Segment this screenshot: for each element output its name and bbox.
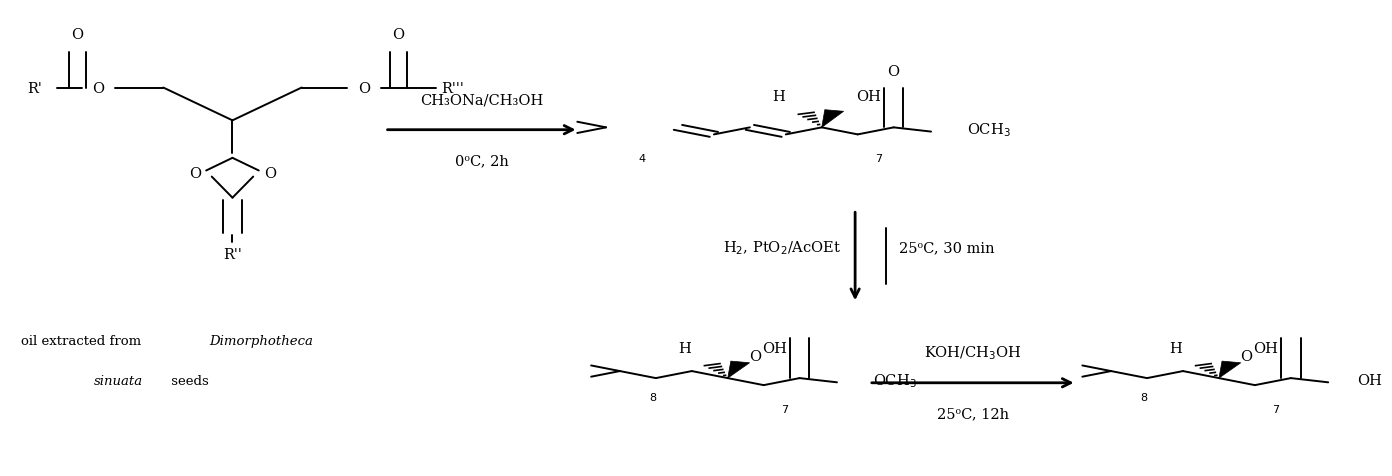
Text: OCH$_3$: OCH$_3$ xyxy=(873,371,917,389)
Polygon shape xyxy=(1219,361,1240,378)
Text: KOH/CH$_3$OH: KOH/CH$_3$OH xyxy=(924,344,1022,361)
Text: 25ᵒC, 12h: 25ᵒC, 12h xyxy=(937,407,1009,420)
Text: 4: 4 xyxy=(639,153,646,163)
Polygon shape xyxy=(728,361,749,378)
Text: O: O xyxy=(189,167,202,180)
Text: R': R' xyxy=(28,81,42,95)
Text: oil extracted from: oil extracted from xyxy=(21,335,145,347)
Text: R''': R''' xyxy=(441,81,465,95)
Text: seeds: seeds xyxy=(167,374,209,387)
Text: H: H xyxy=(678,341,690,355)
Text: Dimorphotheca: Dimorphotheca xyxy=(209,335,313,347)
Text: OH: OH xyxy=(1254,341,1278,355)
Text: O: O xyxy=(1240,349,1251,364)
Text: H: H xyxy=(771,90,785,104)
Text: O: O xyxy=(749,349,761,364)
Text: OH: OH xyxy=(856,90,881,104)
Text: O: O xyxy=(888,65,899,79)
Text: H$_2$, PtO$_2$/AcOEt: H$_2$, PtO$_2$/AcOEt xyxy=(724,238,841,256)
Polygon shape xyxy=(821,110,844,128)
Text: OH: OH xyxy=(763,341,788,355)
Text: O: O xyxy=(71,28,84,41)
Text: 8: 8 xyxy=(650,392,657,402)
Text: OH: OH xyxy=(1357,373,1382,387)
Text: O: O xyxy=(263,167,276,180)
Text: O: O xyxy=(92,81,104,95)
Text: sinuata: sinuata xyxy=(95,374,143,387)
Text: 8: 8 xyxy=(1141,392,1148,402)
Text: R'': R'' xyxy=(223,248,242,261)
Text: 7: 7 xyxy=(781,404,788,414)
Text: 25ᵒC, 30 min: 25ᵒC, 30 min xyxy=(899,240,995,254)
Text: 7: 7 xyxy=(876,153,883,163)
Text: O: O xyxy=(358,81,370,95)
Text: O: O xyxy=(393,28,405,41)
Text: 7: 7 xyxy=(1272,404,1279,414)
Text: 0ᵒC, 2h: 0ᵒC, 2h xyxy=(455,154,508,168)
Text: OCH$_3$: OCH$_3$ xyxy=(967,121,1011,139)
Text: CH₃ONa/CH₃OH: CH₃ONa/CH₃OH xyxy=(420,93,543,107)
Text: H: H xyxy=(1169,341,1182,355)
